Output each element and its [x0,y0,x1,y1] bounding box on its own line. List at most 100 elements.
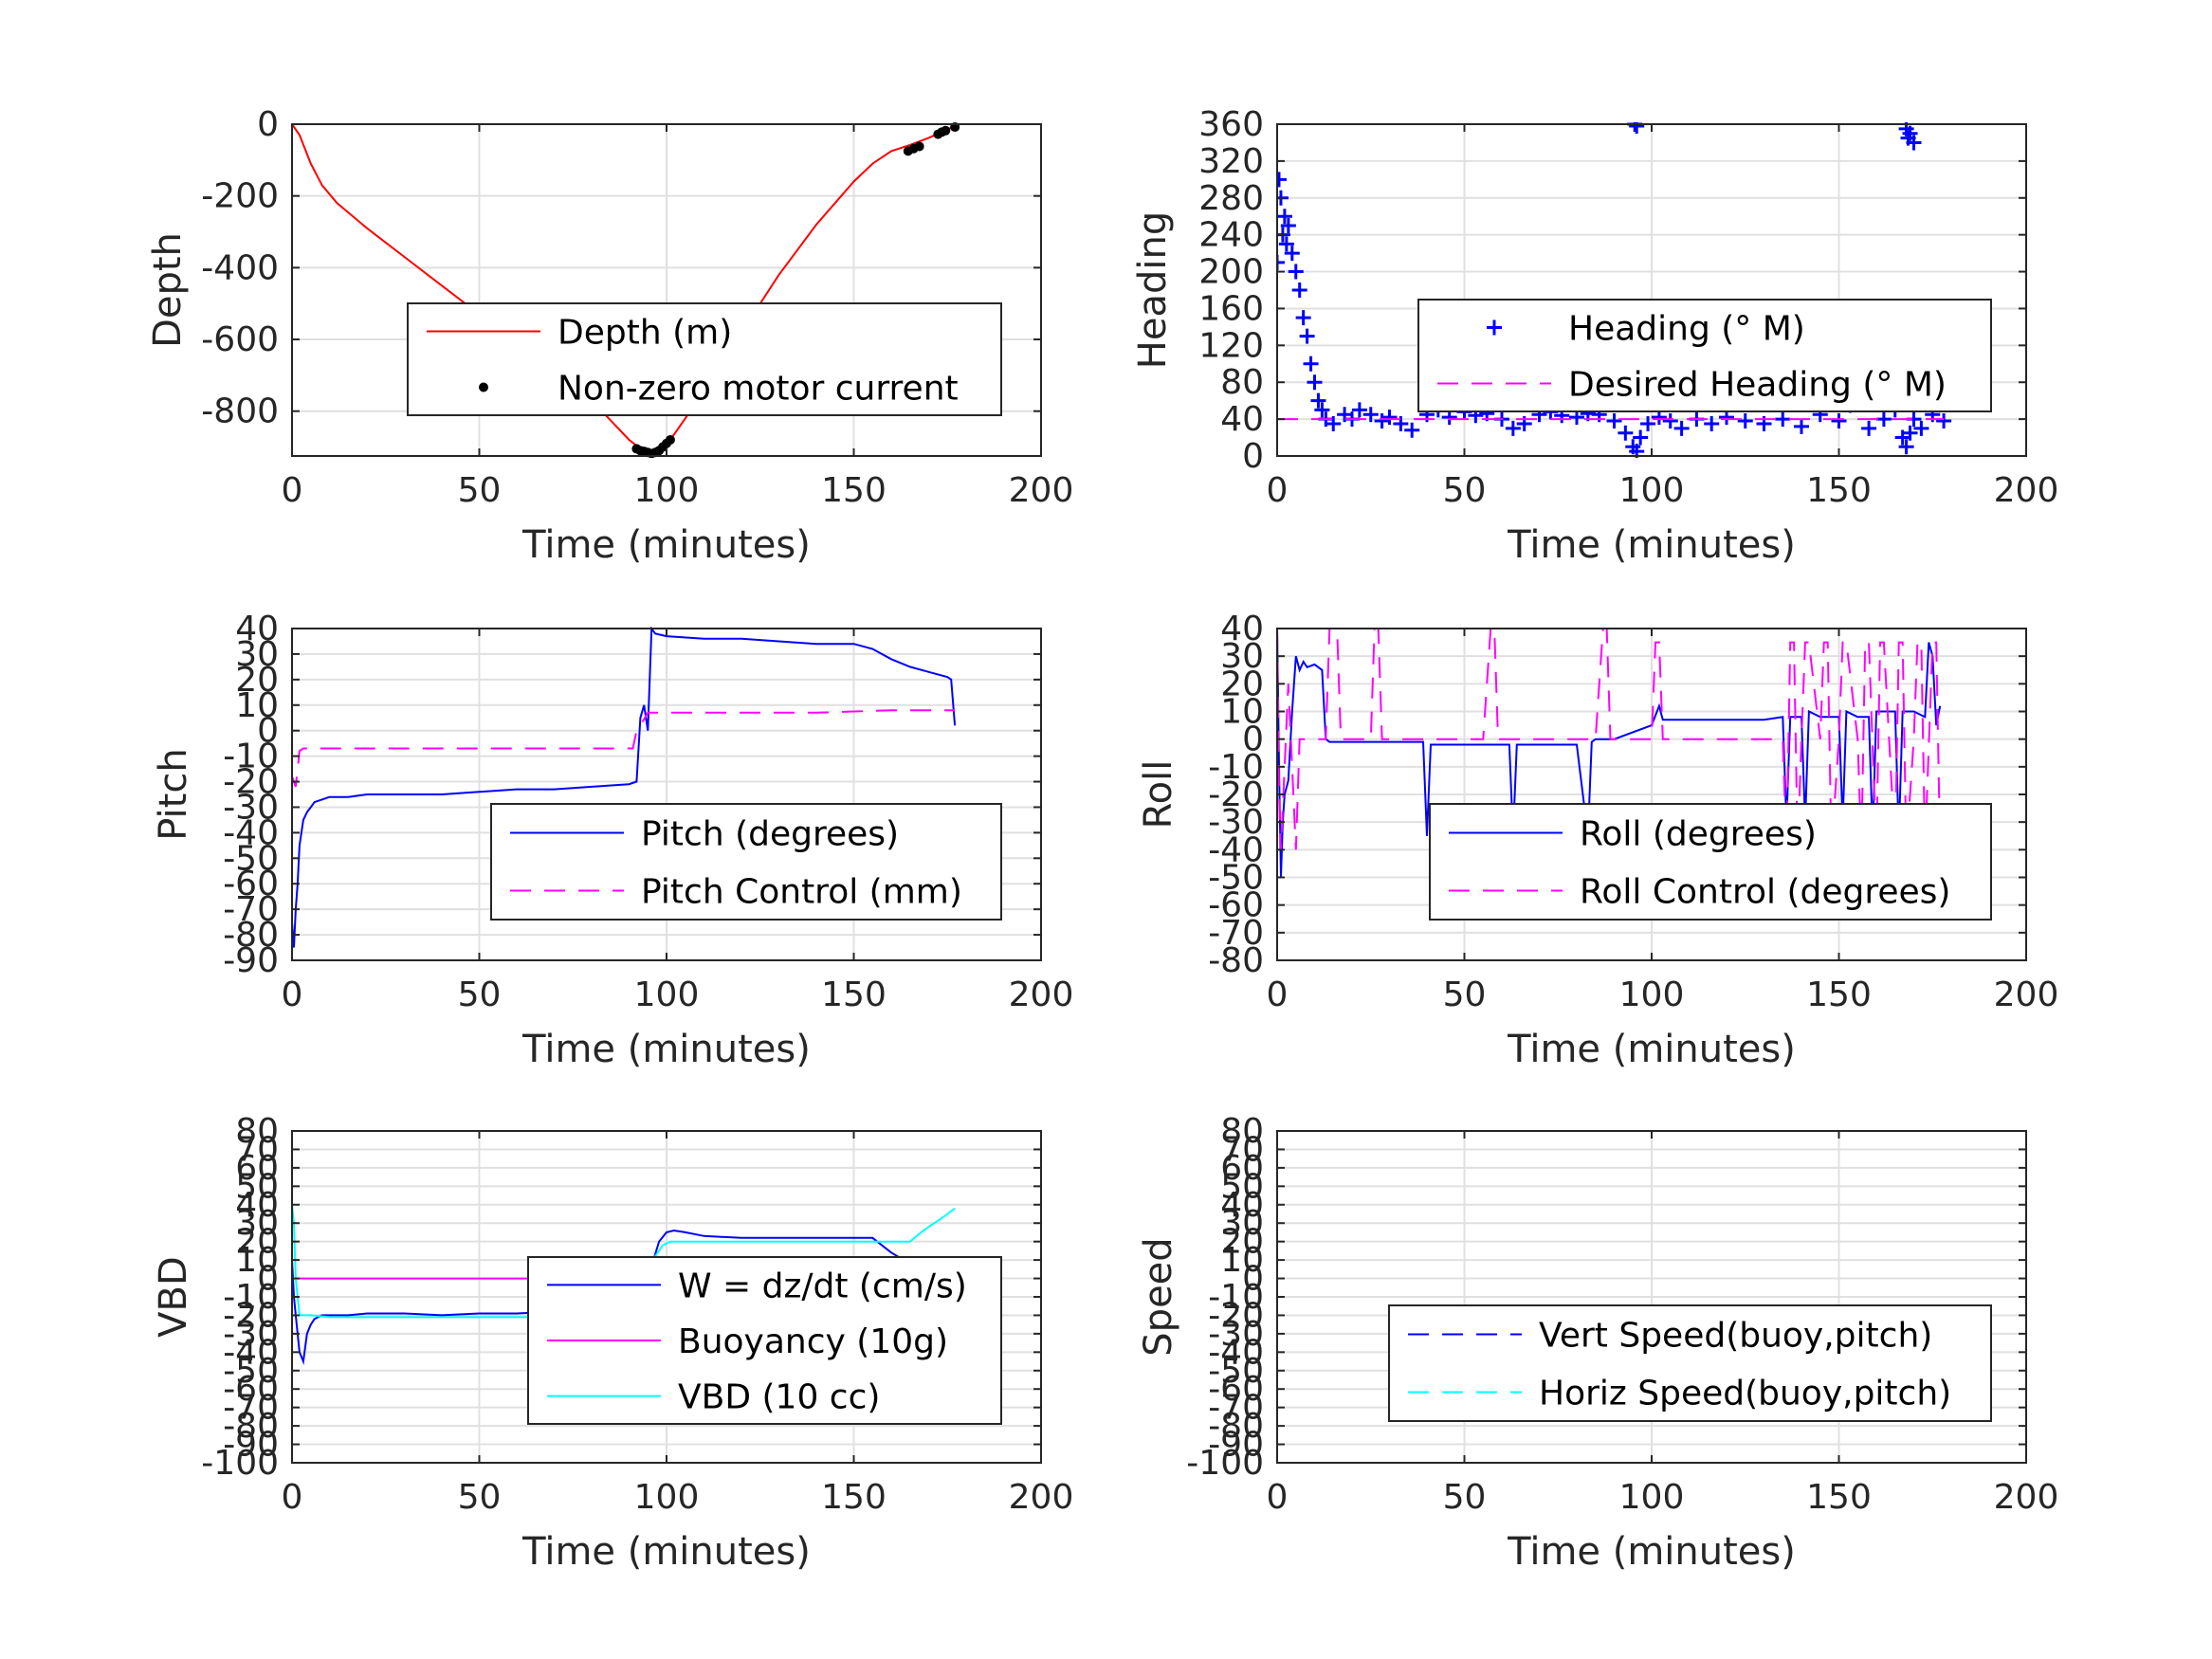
vbd-xtick-label: 0 [282,1478,303,1517]
speed-legend-label: Vert Speed(buoy,pitch) [1539,1317,1932,1356]
heading-series-0-point [1906,135,1922,151]
heading-series-0-point [1606,413,1622,429]
pitch-xlabel: Time (minutes) [521,1028,811,1071]
speed-ytick-label: 70 [1220,1130,1264,1169]
heading-series-0-point [1633,429,1649,446]
speed-legend: Vert Speed(buoy,pitch) Horiz Speed(buoy,p… [1388,1304,1992,1422]
pitch-xtick-label: 200 [1009,975,1074,1014]
speed-legend-box [1388,1304,1992,1422]
heading-series-0-point [1704,415,1720,431]
roll-xlabel: Time (minutes) [1507,1028,1796,1071]
roll-ytick-label: -30 [1208,803,1264,842]
vbd-ytick-label: 80 [235,1112,279,1151]
heading-ylabel: Heading [1131,211,1175,369]
heading-xtick-label: 200 [1994,471,2059,510]
heading-series-0-point [1280,217,1296,233]
vbd-ytick-label: 10 [235,1241,279,1280]
pitch-series-group [292,627,957,948]
roll-ytick-label: -50 [1208,859,1264,898]
heading-series-0-point [1673,420,1690,436]
speed-ytick-label: -40 [1208,1333,1264,1372]
vbd-ylabel: VBD [152,1256,195,1338]
heading-series-0-point [1325,415,1342,431]
roll-ytick-label: 10 [1220,693,1264,732]
depth-ytick-label: -200 [201,177,279,216]
pitch-ytick-label: -70 [223,890,279,929]
roll-legend-box [1429,803,1992,921]
heading-xtick-label: 50 [1443,471,1487,510]
depth-xtick-label: 200 [1009,471,1074,510]
heading-series-0-point [1861,420,1877,436]
roll-legend-label: Roll Control (degrees) [1580,873,1950,912]
heading-series-0-point [1277,209,1292,225]
speed-ytick-label: -10 [1208,1278,1264,1317]
roll-ylabel: Roll [1137,760,1180,830]
pitch-ytick-label: 40 [235,610,279,648]
heading-series-0-point [1362,407,1379,423]
roll-ytick-label: -60 [1208,886,1264,925]
speed-ytick-label: -70 [1208,1389,1264,1428]
speed-ytick-label: -20 [1208,1296,1264,1335]
vbd-ytick-label: -50 [223,1352,279,1391]
depth-legend: Depth (m) Non-zero motor current [407,302,1002,416]
heading-series-0-point [1381,410,1398,426]
speed-ytick-label: 30 [1220,1204,1264,1243]
pitch-ytick-label: -90 [223,941,279,980]
heading-series-0-point [1277,254,1285,270]
heading-series-0-point [1913,420,1929,436]
heading-ytick-label: 80 [1220,363,1264,402]
vbd-ytick-label: 50 [235,1167,279,1206]
speed-ytick-label: -50 [1208,1352,1264,1391]
speed-ytick-label: 40 [1220,1186,1264,1225]
pitch-chart: 0 50 100 150 200403020100-10-20-30-40-50-60-… [152,610,1073,1071]
depth-ytick-label: -800 [201,392,279,431]
heading-series-0-point [1310,392,1326,409]
heading-series-0-point [1295,310,1311,326]
speed-ytick-label: 10 [1220,1241,1264,1280]
depth-legend-label: Non-zero motor current [558,370,959,409]
heading-ytick-label: 160 [1198,289,1264,328]
heading-series-0-point [1277,172,1287,188]
vbd-ytick-label: -70 [223,1389,279,1428]
roll-ytick-label: -40 [1208,830,1264,869]
depth-chart: 0 50 100 150 200 0 -200 -400 -600 -800 Time (minut… [146,105,1073,567]
speed-ytick-label: -60 [1208,1370,1264,1409]
depth-xtick-label: 100 [634,471,700,510]
depth-legend-label: Depth (m) [558,314,732,353]
heading-ytick-label: 0 [1242,437,1264,476]
speed-xtick-label: 200 [1994,1478,2059,1517]
speed-ytick-label: -100 [1186,1444,1264,1483]
heading-series-0-point [1618,425,1634,441]
heading-series-0-point [1505,420,1521,436]
heading-legend-label: Heading (° M) [1568,310,1805,349]
vbd-ytick-label: -20 [223,1296,279,1335]
heading-series-0-point [1640,415,1656,431]
roll-ytick-label: -10 [1208,748,1264,787]
pitch-ytick-label: 10 [235,686,279,725]
roll-ytick-label: -70 [1208,914,1264,953]
vbd-ytick-label: -60 [223,1370,279,1409]
depth-xtick-label: 150 [821,471,887,510]
vbd-legend-label: Buoyancy (10g) [678,1322,948,1361]
roll-series-1-line [1277,628,1942,850]
speed-chart: 0 50 100 150 20080706050403020100-10-20-30-4… [1137,1112,2058,1574]
pitch-legend: Pitch (degrees) Pitch Control (mm) [490,803,1002,921]
roll-ytick-label: 20 [1220,665,1264,703]
vbd-xtick-label: 200 [1009,1478,1074,1517]
pitch-legend-box [490,803,1002,921]
heading-legend-box [1417,299,1992,412]
roll-xtick-label: 50 [1443,975,1487,1014]
speed-xlabel: Time (minutes) [1507,1530,1796,1574]
heading-series-0-point [1351,402,1367,418]
pitch-xtick-label: 150 [821,975,887,1014]
heading-ytick-label: 200 [1198,253,1264,292]
heading-series-0-point [1794,418,1809,434]
roll-chart: 0 50 100 150 200403020100-10-20-30-40-50-60-… [1137,610,2058,1071]
vbd-xtick-label: 150 [821,1478,887,1517]
pitch-ytick-label: 30 [235,635,279,674]
speed-ytick-label: 80 [1220,1112,1264,1151]
roll-ytick-label: -80 [1208,941,1264,980]
depth-series-group [292,122,960,458]
roll-xtick-label: 200 [1994,975,2059,1014]
pitch-ytick-label: 20 [235,661,279,700]
